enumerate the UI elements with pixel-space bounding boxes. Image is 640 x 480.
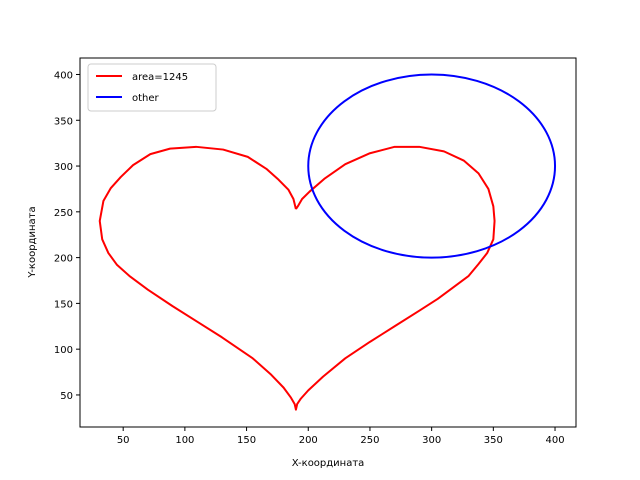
- x-tick-label: 250: [360, 435, 379, 446]
- y-tick-label: 150: [54, 299, 73, 310]
- x-axis-label: X-координата: [292, 458, 365, 469]
- plot-frame: [79, 57, 577, 428]
- y-axis-label: Y-координата: [27, 206, 38, 278]
- x-tick-label: 200: [299, 435, 318, 446]
- y-tick-label: 350: [54, 116, 73, 127]
- x-tick-label: 50: [117, 435, 130, 446]
- y-tick-label: 300: [54, 162, 73, 173]
- legend-label-other: other: [132, 93, 160, 104]
- y-axis: 50 100 150 200 250 300 350 400: [54, 70, 80, 402]
- y-tick-label: 400: [54, 70, 73, 81]
- series-line-1: [307, 73, 557, 259]
- x-tick-label: 100: [175, 435, 194, 446]
- y-tick-label: 250: [54, 208, 73, 219]
- legend: area=1245 other: [87, 63, 217, 112]
- x-tick-label: 300: [422, 435, 441, 446]
- x-axis: 50 100 150 200 250 300 350 400: [117, 427, 565, 446]
- y-tick-label: 200: [54, 254, 73, 265]
- x-tick-label: 150: [237, 435, 256, 446]
- series-line-0: [98, 145, 496, 411]
- x-tick-label: 350: [484, 435, 503, 446]
- x-tick-label: 400: [545, 435, 564, 446]
- series-layer: [98, 73, 557, 411]
- legend-label-area: area=1245: [132, 72, 188, 83]
- y-tick-label: 50: [60, 391, 73, 402]
- y-tick-label: 100: [54, 345, 73, 356]
